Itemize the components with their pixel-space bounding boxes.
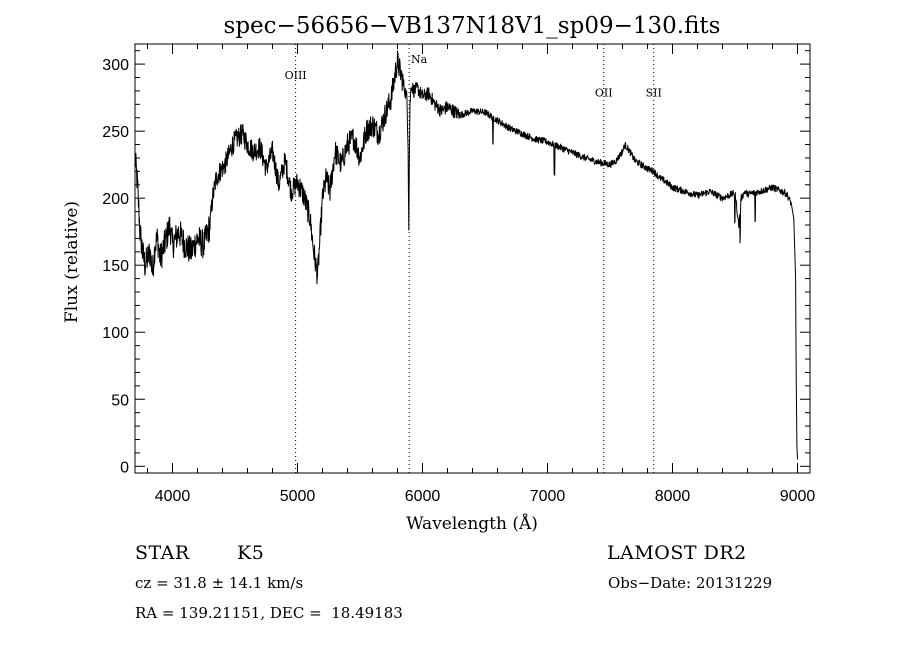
survey-name: LAMOST DR2 — [607, 542, 747, 564]
x-tick-label: 9000 — [780, 488, 816, 505]
emission-line-label: OII — [595, 86, 613, 99]
x-axis-label: Wavelength (Å) — [406, 513, 538, 534]
emission-line-markers: OIII Na OII SII — [285, 44, 662, 473]
y-tick-label: 250 — [102, 124, 129, 141]
ra-dec-coordinates: RA = 139.21151, DEC = 18.49183 — [135, 604, 403, 622]
y-tick-label: 150 — [102, 258, 129, 275]
y-tick-label: 200 — [102, 191, 129, 208]
x-tick-label: 6000 — [405, 488, 441, 505]
x-tick-label: 8000 — [655, 488, 691, 505]
y-axis-label: Flux (relative) — [62, 201, 82, 323]
emission-line-label: Na — [411, 53, 428, 66]
y-tick-label: 300 — [102, 57, 129, 74]
emission-line-label: SII — [646, 86, 662, 99]
object-subclass: K5 — [237, 542, 265, 564]
redshift-velocity: cz = 31.8 ± 14.1 km/s — [135, 574, 304, 592]
x-tick-label: 5000 — [280, 488, 316, 505]
chart-title: spec−56656−VB137N18V1_sp09−130.fits — [224, 13, 721, 39]
x-tick-label: 7000 — [530, 488, 566, 505]
y-tick-label: 0 — [120, 459, 129, 476]
axis-ticks — [135, 44, 810, 473]
observation-date: Obs−Date: 20131229 — [608, 574, 773, 592]
y-tick-label: 50 — [111, 392, 129, 409]
object-type: STAR — [135, 542, 190, 564]
plot-frame — [134, 43, 811, 474]
spectrum-series-line — [134, 50, 798, 460]
x-tick-label: 4000 — [155, 488, 191, 505]
y-tick-label: 100 — [102, 325, 129, 342]
emission-line-label: OIII — [285, 69, 307, 82]
axis-tick-labels: 4000 5000 6000 7000 8000 9000 0 50 100 150 200 250 3… — [102, 57, 815, 505]
